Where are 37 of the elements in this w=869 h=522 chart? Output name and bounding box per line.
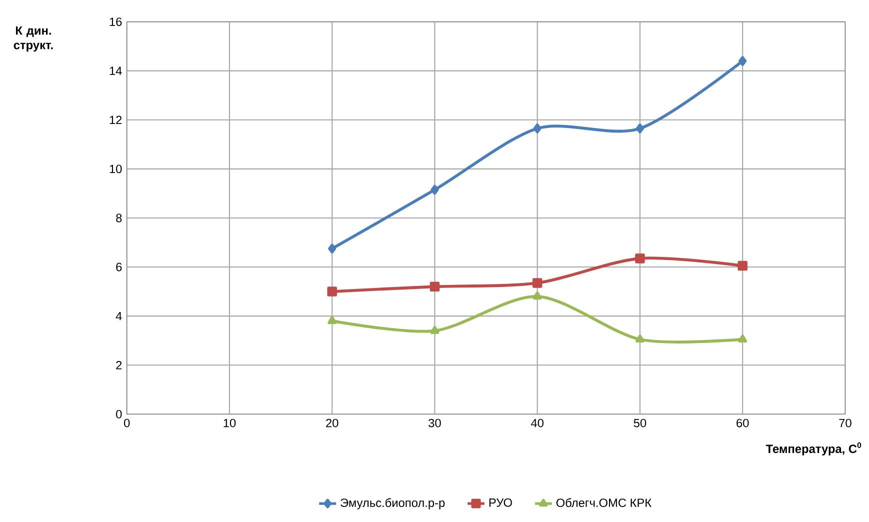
x-tick-label: 70 bbox=[839, 418, 852, 428]
y-tick-label: 0 bbox=[116, 410, 122, 418]
x-tick-label: 0 bbox=[124, 418, 130, 428]
point bbox=[635, 253, 645, 264]
point bbox=[533, 124, 542, 134]
y-tick-label: 2 bbox=[116, 360, 122, 370]
point bbox=[430, 326, 440, 334]
x-axis-title: Температура, С$^{0}$ bbox=[766, 442, 862, 456]
point bbox=[738, 260, 748, 271]
point bbox=[738, 334, 748, 342]
x-tick-label: 20 bbox=[326, 418, 338, 428]
point bbox=[327, 286, 337, 296]
y-tick-label: 8 bbox=[116, 214, 122, 222]
point bbox=[532, 291, 542, 300]
point bbox=[738, 56, 747, 66]
x-tick-label: 50 bbox=[634, 418, 646, 428]
x-tick-label: 40 bbox=[531, 418, 544, 428]
x-tick-label: 30 bbox=[428, 418, 441, 428]
y-axis-title: К дин. структ. bbox=[14, 26, 53, 52]
legend-label: Эмульс.биопол.р-р bbox=[340, 498, 445, 510]
y-tick-label: 16 bbox=[110, 17, 122, 26]
y-tick-label: 14 bbox=[110, 66, 122, 75]
point bbox=[636, 334, 644, 342]
point bbox=[430, 184, 439, 195]
point bbox=[532, 278, 542, 288]
legend-label: Облегч.ОМС КРК bbox=[556, 498, 652, 507]
point bbox=[328, 244, 336, 254]
x-tick-label: 10 bbox=[224, 418, 236, 428]
point bbox=[328, 316, 337, 324]
point bbox=[636, 124, 644, 134]
y-tick-label: 10 bbox=[110, 164, 122, 174]
legend-label: РУО bbox=[489, 498, 512, 507]
point bbox=[430, 282, 440, 292]
y-tick-label: 12 bbox=[110, 116, 122, 124]
y-tick-label: 6 bbox=[116, 262, 122, 272]
x-tick-label: 60 bbox=[736, 418, 749, 428]
y-tick-label: 4 bbox=[116, 312, 122, 320]
